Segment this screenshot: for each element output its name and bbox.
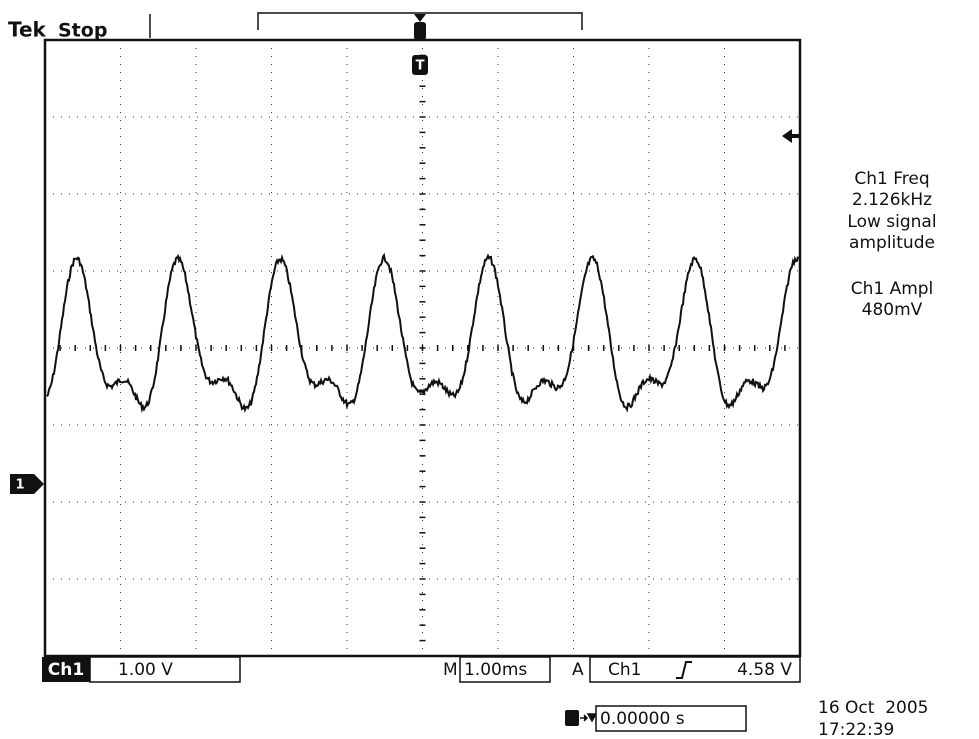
status: Stop <box>58 20 107 42</box>
date: 16 Oct 2005 <box>818 698 929 718</box>
trigger-level: 4.58 V <box>737 660 792 680</box>
record-window <box>257 12 583 30</box>
channel-marker-label: 1 <box>15 478 24 493</box>
volts-box <box>89 656 241 683</box>
timebase-prefix: M <box>443 660 458 680</box>
trigger-box <box>589 656 801 683</box>
trigger-level-arrow <box>782 129 800 143</box>
measure-label: Ch1 Ampl <box>851 279 934 299</box>
trigger-prefix: A <box>572 660 584 680</box>
measure-value: 2.126kHz <box>852 190 932 210</box>
position-arrow <box>580 713 598 723</box>
waveform <box>46 252 799 414</box>
trigger-marker-label: T <box>416 59 425 74</box>
measure-note: Low signal <box>847 212 936 232</box>
measure-label: Ch1 Freq <box>854 169 929 189</box>
trigger-marker <box>412 55 428 75</box>
channel-marker <box>10 474 44 494</box>
channel-badge <box>42 657 90 682</box>
timebase: 1.00ms <box>464 660 527 680</box>
trigger-source: Ch1 <box>608 660 641 680</box>
volts-per-div: 1.00 V <box>118 660 173 680</box>
measure-note: amplitude <box>849 233 935 253</box>
brand: Tek <box>8 18 47 42</box>
trigger-icon <box>565 710 579 726</box>
timebase-box <box>459 656 551 683</box>
trigger-pos-marker <box>414 22 426 40</box>
time: 17:22:39 <box>818 720 894 739</box>
trigger-position: 0.00000 s <box>600 709 685 729</box>
channel-label: Ch1 <box>48 660 84 680</box>
measure-value: 480mV <box>862 300 923 320</box>
trigger-slope <box>676 661 692 679</box>
position-box <box>595 705 747 732</box>
trigger-pointer <box>414 14 426 22</box>
